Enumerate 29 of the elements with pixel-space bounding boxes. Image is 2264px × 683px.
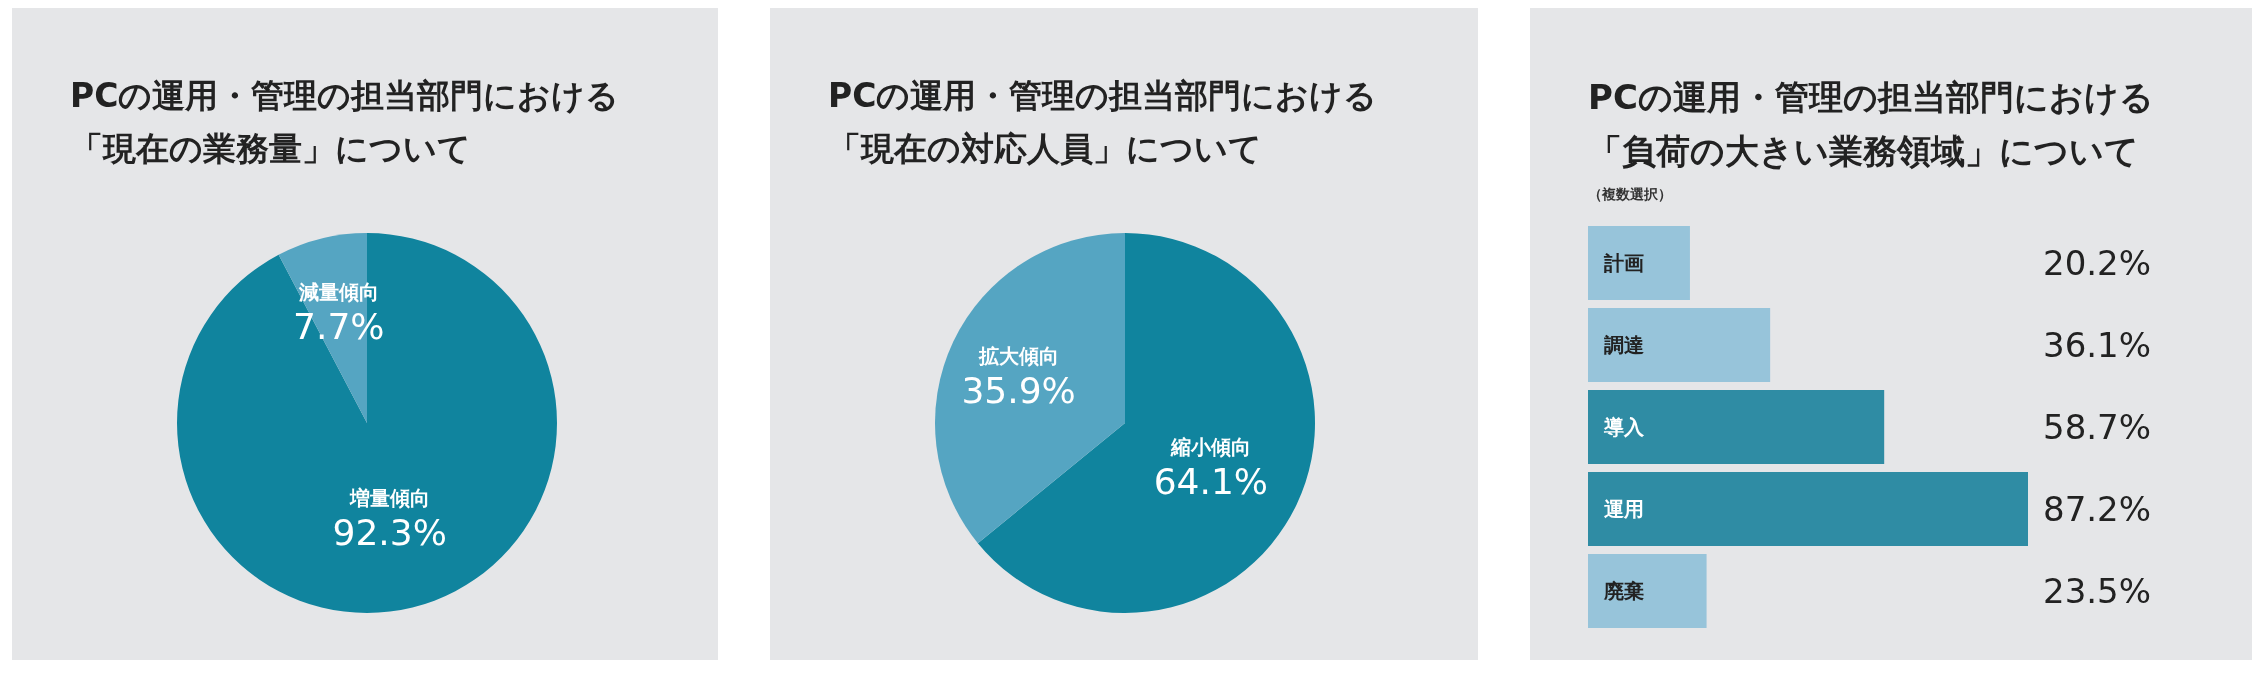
y-tick-label: 廃棄 [1603, 579, 1644, 604]
y-tick-label: 調達 [1604, 333, 1644, 358]
data-label: 92.3% [332, 512, 447, 554]
data-label: 7.7% [293, 305, 385, 347]
data-label: 23.5% [2043, 571, 2152, 612]
data-label: 58.7% [2043, 407, 2152, 448]
data-label: 20.2% [2043, 243, 2152, 284]
bar [1588, 472, 2028, 547]
y-tick-label: 運用 [1603, 497, 1644, 522]
chart-subtitle: （複数選択） [1588, 186, 1672, 204]
bar [1588, 226, 1690, 301]
data-label: 64.1% [1153, 460, 1269, 502]
bar [1588, 554, 1707, 629]
y-tick-label: 計画 [1603, 251, 1644, 276]
data-label: 35.9% [961, 369, 1076, 411]
chart-title: PCの運用・管理の担当部門における「現在の業務量」について [70, 75, 621, 170]
pie-slice [177, 233, 557, 613]
pie-slice [935, 233, 1125, 544]
slice-label: 増量傾向 [348, 486, 430, 511]
slice-label: 縮小傾向 [1169, 434, 1251, 459]
y-tick-label: 導入 [1603, 415, 1645, 440]
bar [1588, 390, 1885, 465]
chart-title: PCの運用・管理の担当部門における「負荷の大きい業務領域」について [1588, 76, 2155, 174]
slice-label: 減量傾向 [297, 279, 379, 304]
data-label: 36.1% [2043, 325, 2152, 366]
slice-label: 拡大傾向 [977, 343, 1059, 368]
data-label: 87.2% [2043, 489, 2152, 530]
bar [1588, 308, 1771, 383]
chart-title: PCの運用・管理の担当部門における「現在の対応人員」について [828, 75, 1379, 170]
